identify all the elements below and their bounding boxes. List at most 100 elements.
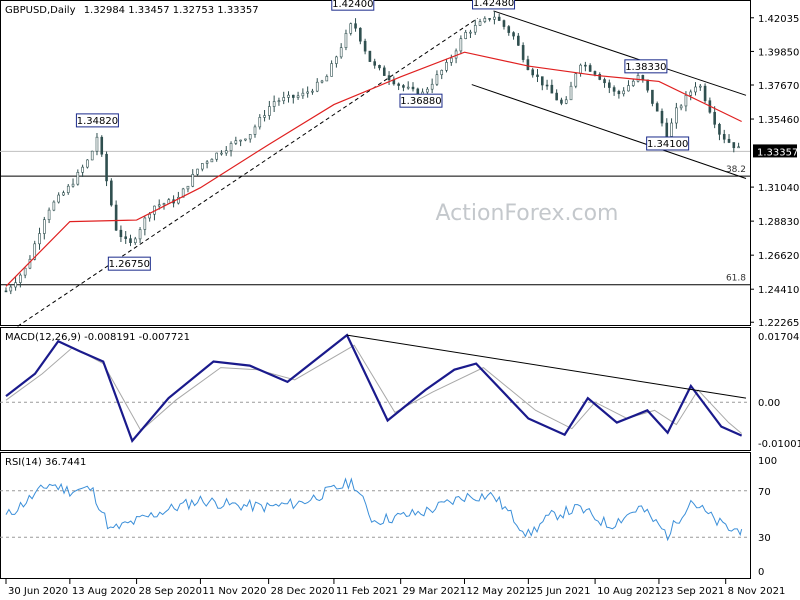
- candle-body: [440, 70, 444, 76]
- candle-body: [210, 158, 214, 163]
- price-tick-label: 1.24410: [758, 285, 799, 296]
- candle-body: [62, 192, 65, 196]
- candle-body: [205, 161, 209, 164]
- price-tick-label: 1.22265: [758, 318, 799, 329]
- macd-signal-line: [5, 344, 742, 434]
- candle-body: [454, 50, 458, 59]
- macd-layer: [0, 333, 750, 444]
- candle-body: [129, 238, 132, 244]
- candle-body: [660, 110, 664, 124]
- candle-body: [531, 69, 535, 76]
- rsi-tick-label: 100: [758, 456, 777, 467]
- candle-body: [71, 183, 75, 187]
- candle-body: [296, 95, 300, 98]
- moving-average-line: [5, 51, 742, 287]
- candle-body: [349, 23, 353, 34]
- candle-body: [229, 143, 233, 152]
- candle-body: [133, 238, 137, 244]
- candle-body: [469, 31, 472, 34]
- candle-body: [703, 85, 707, 102]
- price-tick-label: 1.37670: [758, 81, 799, 92]
- candle-body: [617, 91, 621, 95]
- price-annotation-label: 1.42480: [473, 0, 514, 9]
- time-tick-label: 11 Nov 2020: [202, 586, 266, 597]
- candle-body: [359, 27, 362, 42]
- price-annotation-label: 1.34820: [77, 116, 118, 127]
- macd-title: MACD(12,26,9) -0.008191 -0.007721: [5, 332, 190, 343]
- candle-body: [263, 115, 266, 118]
- price-annotation-box: [646, 136, 690, 151]
- time-tick-label: 13 Aug 2020: [72, 586, 136, 597]
- candle-body: [43, 219, 46, 234]
- candle-body: [684, 95, 688, 107]
- candle-body: [186, 185, 190, 190]
- candle-body: [426, 88, 429, 93]
- candle-body: [550, 84, 554, 94]
- candle-body: [574, 73, 578, 87]
- candle-body: [234, 140, 238, 144]
- candle-body: [177, 196, 180, 204]
- candle-body: [435, 74, 439, 85]
- candle-body: [330, 63, 333, 77]
- candle-body: [282, 97, 286, 102]
- candle-body: [23, 267, 27, 276]
- candle-body: [66, 185, 70, 193]
- candle-body: [459, 38, 463, 52]
- axis-layer: 1.42035 1.39850 1.37670 1.35460 1.33357 1.310…: [5, 14, 800, 597]
- candle-body: [100, 136, 104, 155]
- candle-body: [430, 83, 434, 90]
- candle-body: [588, 65, 592, 72]
- candle-body: [181, 188, 185, 198]
- time-tick-label: 28 Dec 2020: [271, 586, 335, 597]
- candle-body: [258, 117, 262, 128]
- last-price-label: 1.33357: [757, 147, 798, 158]
- candle-body: [502, 20, 506, 27]
- candle-body: [641, 75, 645, 81]
- time-tick-label: 29 Mar 2021: [403, 586, 466, 597]
- candle-body: [344, 33, 348, 48]
- candle-body: [291, 94, 295, 98]
- candle-body: [593, 71, 597, 75]
- candle-body: [287, 94, 290, 98]
- candle-body: [406, 86, 410, 89]
- candle-body: [627, 85, 630, 92]
- candle-body: [105, 153, 108, 182]
- candle-body: [560, 99, 563, 104]
- candle-body: [732, 142, 736, 149]
- candle-body: [215, 152, 218, 160]
- price-annotation-label: 1.26750: [109, 259, 150, 270]
- candle-body: [655, 103, 659, 112]
- candle-body: [76, 172, 80, 185]
- candle-body: [512, 32, 515, 37]
- candle-body: [4, 290, 8, 293]
- candle-body: [665, 122, 669, 137]
- candle-body: [191, 174, 195, 187]
- candle-body: [52, 201, 56, 211]
- candle-body: [517, 35, 520, 46]
- candle-body: [464, 32, 467, 39]
- price-annotation-box: [399, 93, 443, 108]
- candle-body: [110, 180, 113, 206]
- candle-body: [373, 61, 376, 66]
- candle-body: [57, 194, 60, 203]
- macd-tick-label: 0.017047: [758, 332, 800, 343]
- price-trendline: [471, 84, 747, 179]
- candle-body: [201, 163, 204, 170]
- candle-body: [368, 50, 372, 62]
- candle-body: [718, 124, 721, 135]
- candle-body: [670, 122, 673, 137]
- price-annotation-label: 1.38330: [625, 62, 666, 73]
- candle-body: [306, 91, 309, 94]
- candle-body: [301, 92, 305, 97]
- macd-tick-label: 0.00: [758, 398, 780, 409]
- candle-body: [564, 99, 568, 104]
- time-tick-label: 25 Jun 2021: [530, 586, 590, 597]
- candle-body: [272, 101, 276, 107]
- price-annotation-box: [75, 113, 119, 128]
- candle-body: [689, 91, 693, 96]
- price-tick-label: 1.31040: [758, 183, 799, 194]
- candle-body: [339, 47, 343, 58]
- macd-line: [5, 333, 743, 444]
- time-tick-label: 10 Aug 2021: [597, 586, 661, 597]
- rsi-line: [5, 477, 743, 542]
